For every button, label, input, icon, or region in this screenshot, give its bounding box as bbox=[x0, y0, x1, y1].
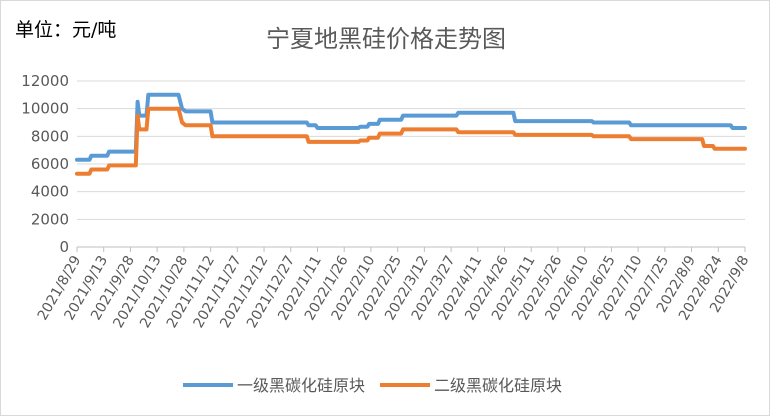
y-tick-label: 0 bbox=[59, 238, 69, 256]
y-tick-label: 4000 bbox=[31, 183, 69, 201]
legend-label-1: 一级黑碳化硅原块 bbox=[237, 376, 365, 395]
unit-label: 单位：元/吨 bbox=[15, 19, 117, 41]
y-tick-label: 10000 bbox=[21, 100, 69, 118]
legend-label-2: 二级黑碳化硅原块 bbox=[434, 376, 562, 395]
chart-title: 宁夏地黑硅价格走势图 bbox=[266, 25, 506, 53]
series-line-1 bbox=[75, 92, 747, 162]
series-line-2 bbox=[75, 106, 747, 176]
y-tick-label: 8000 bbox=[31, 127, 69, 145]
y-tick-label: 12000 bbox=[21, 72, 69, 90]
y-tick-label: 6000 bbox=[31, 155, 69, 173]
y-tick-label: 2000 bbox=[31, 210, 69, 228]
